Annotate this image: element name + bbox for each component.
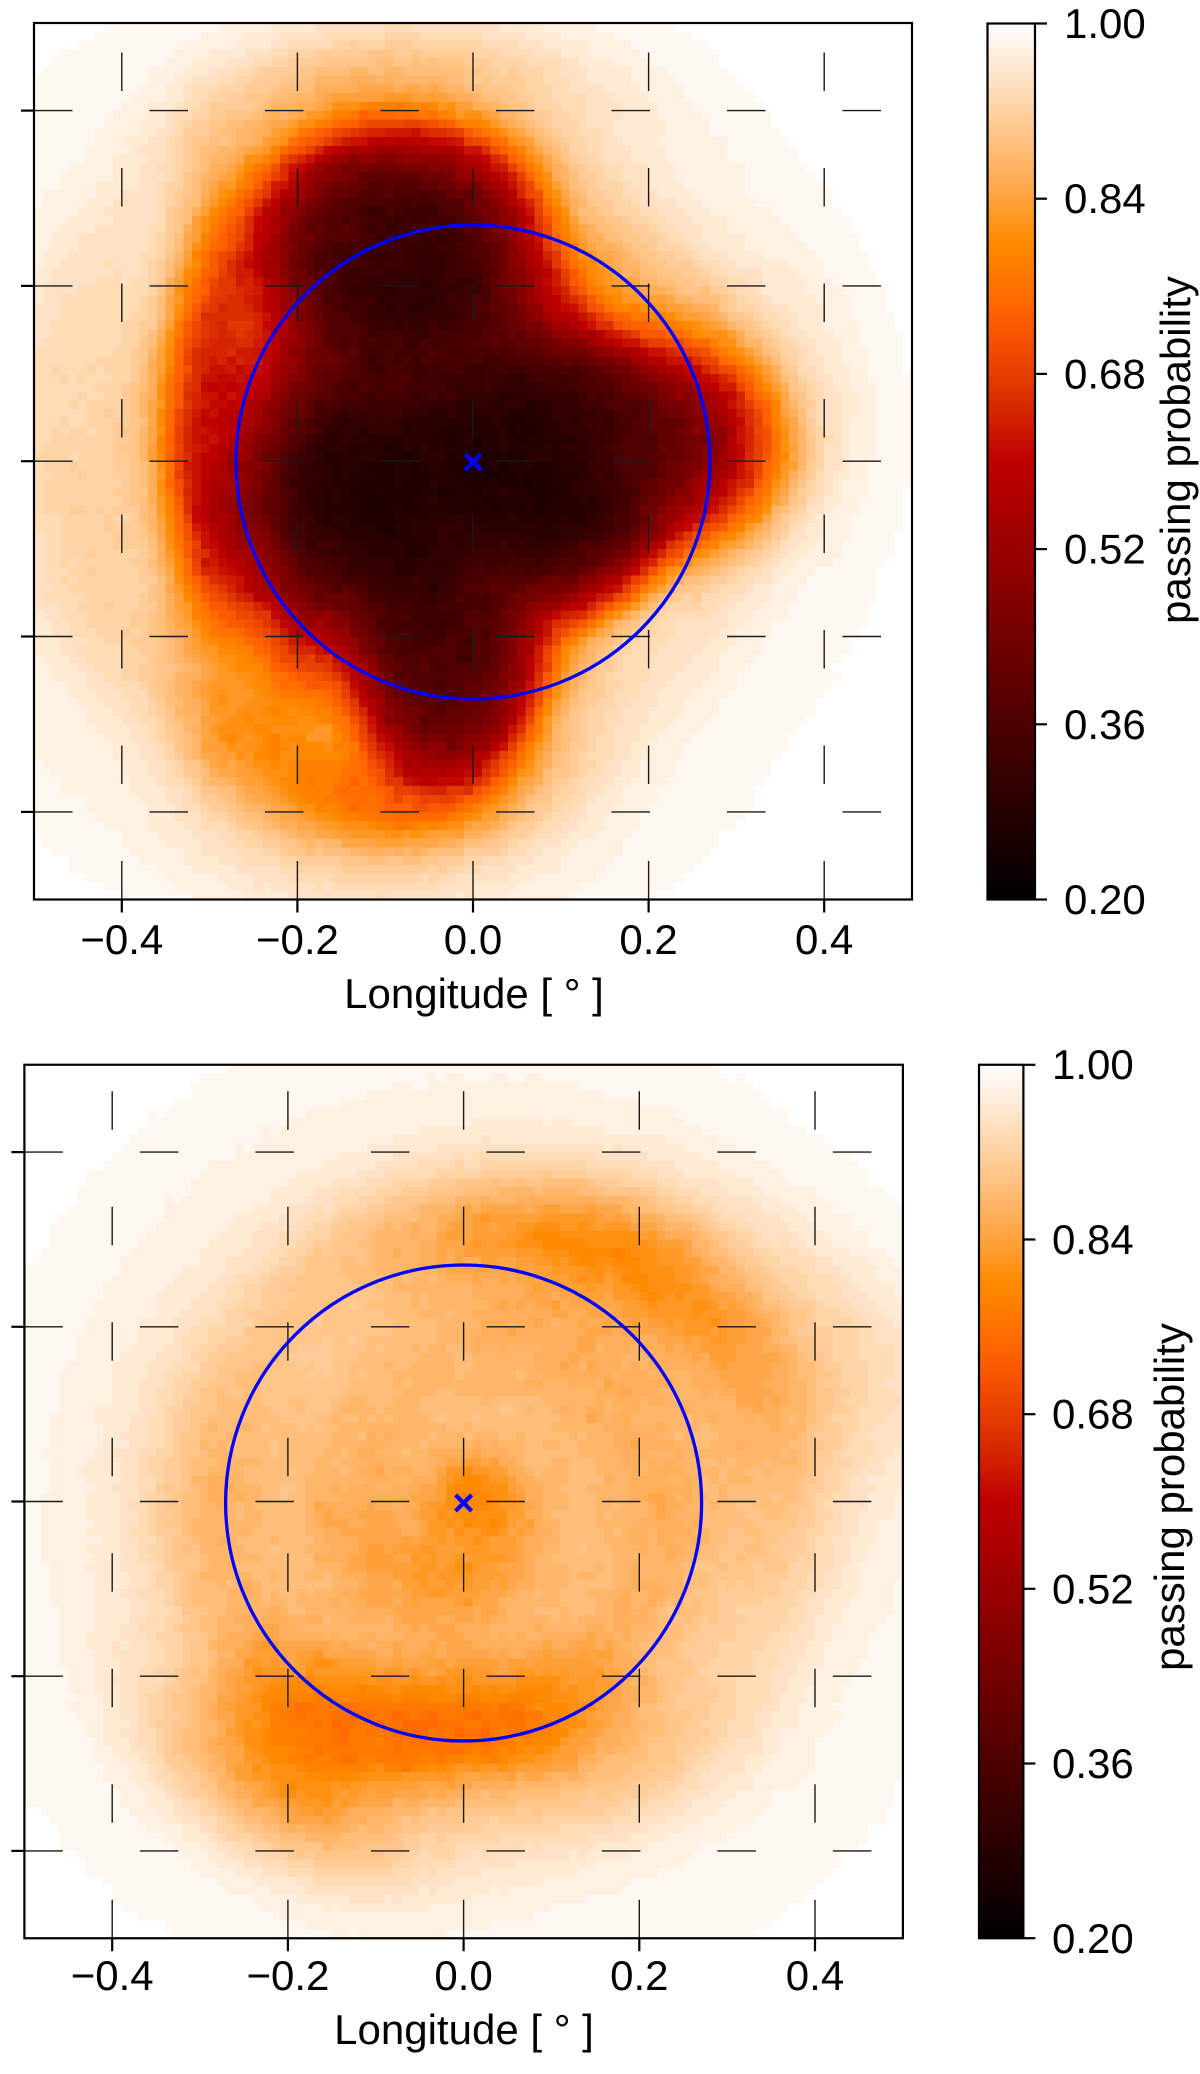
svg-text:Longitude [ ° ]: Longitude [ ° ]	[334, 2006, 594, 2053]
svg-text:0.68: 0.68	[1064, 350, 1146, 397]
svg-text:−0.4: −0.4	[71, 1952, 154, 1999]
svg-text:0.84: 0.84	[1064, 175, 1146, 222]
svg-text:0.68: 0.68	[1052, 1391, 1134, 1438]
svg-text:0.84: 0.84	[1052, 1216, 1134, 1263]
svg-text:0.0: 0.0	[434, 1952, 492, 1999]
svg-text:0.4: 0.4	[795, 916, 853, 963]
svg-text:0.20: 0.20	[1064, 876, 1146, 923]
svg-text:1.00: 1.00	[1052, 1041, 1134, 1088]
svg-text:−0.2: −0.2	[256, 916, 339, 963]
svg-text:−0.4: −0.4	[80, 916, 163, 963]
svg-text:0.2: 0.2	[610, 1952, 668, 1999]
svg-text:Longitude [ ° ]: Longitude [ ° ]	[344, 970, 604, 1017]
svg-text:0.36: 0.36	[1064, 701, 1146, 748]
svg-text:0.36: 0.36	[1052, 1740, 1134, 1787]
svg-text:0.2: 0.2	[619, 916, 677, 963]
svg-text:0.52: 0.52	[1052, 1565, 1134, 1612]
svg-text:0.0: 0.0	[444, 916, 502, 963]
svg-text:passing probability: passing probability	[1152, 276, 1199, 624]
svg-text:−0.2: −0.2	[246, 1952, 329, 1999]
svg-text:0.52: 0.52	[1064, 526, 1146, 573]
svg-text:passing probability: passing probability	[1146, 1323, 1193, 1671]
svg-text:1.00: 1.00	[1064, 0, 1146, 47]
svg-text:0.4: 0.4	[786, 1952, 844, 1999]
svg-text:0.20: 0.20	[1052, 1915, 1134, 1962]
